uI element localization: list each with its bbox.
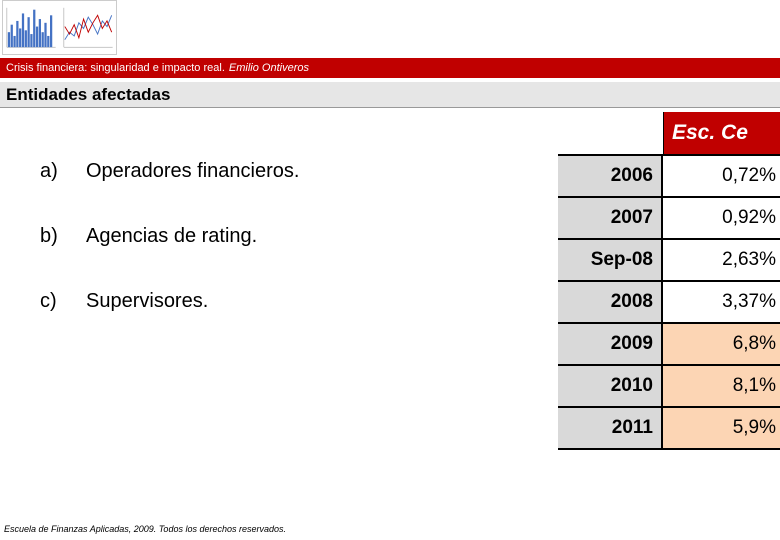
title-author: Emilio Ontiveros [229, 62, 309, 74]
list-item: b) Agencias de rating. [40, 225, 460, 248]
table-header-blank [558, 112, 663, 154]
table-header-row: Esc. Ce [558, 112, 780, 156]
thumbnail-line-chart [60, 1, 117, 54]
list-letter: b) [40, 225, 86, 248]
table-year: 2009 [558, 324, 663, 364]
thumbnail-bar-chart [3, 1, 60, 54]
table-value: 0,72% [663, 156, 780, 196]
title-bar: Crisis financiera: singularidad e impact… [0, 58, 780, 78]
table-row: 2009 6,8% [558, 324, 780, 366]
list-text: Operadores financieros. [86, 160, 460, 183]
table-value: 0,92% [663, 198, 780, 238]
list-letter: c) [40, 290, 86, 313]
list-item: c) Supervisores. [40, 290, 460, 313]
list-text: Supervisores. [86, 290, 460, 313]
table-value: 3,37% [663, 282, 780, 322]
table-row: 2007 0,92% [558, 198, 780, 240]
table-value: 2,63% [663, 240, 780, 280]
table-value: 8,1% [663, 366, 780, 406]
table-row: Sep-08 2,63% [558, 240, 780, 282]
footer-text: Escuela de Finanzas Aplicadas, 2009. Tod… [4, 524, 286, 534]
table-header-label: Esc. Ce [663, 112, 780, 154]
section-title: Entidades afectadas [6, 85, 170, 104]
section-header: Entidades afectadas [0, 82, 780, 108]
list-letter: a) [40, 160, 86, 183]
table-row: 2006 0,72% [558, 156, 780, 198]
scenario-table: Esc. Ce 2006 0,72% 2007 0,92% Sep-08 2,6… [558, 112, 780, 450]
table-row: 2008 3,37% [558, 282, 780, 324]
table-year: Sep-08 [558, 240, 663, 280]
list-item: a) Operadores financieros. [40, 160, 460, 183]
table-year: 2006 [558, 156, 663, 196]
list-text: Agencias de rating. [86, 225, 460, 248]
table-year: 2007 [558, 198, 663, 238]
table-value: 6,8% [663, 324, 780, 364]
table-value: 5,9% [663, 408, 780, 448]
title-text: Crisis financiera: singularidad e impact… [6, 62, 225, 74]
table-row: 2010 8,1% [558, 366, 780, 408]
entity-list: a) Operadores financieros. b) Agencias d… [40, 160, 460, 355]
footer: Escuela de Finanzas Aplicadas, 2009. Tod… [4, 524, 286, 534]
table-year: 2008 [558, 282, 663, 322]
table-year: 2011 [558, 408, 663, 448]
table-year: 2010 [558, 366, 663, 406]
table-row: 2011 5,9% [558, 408, 780, 450]
thumbnail-charts [2, 0, 117, 55]
